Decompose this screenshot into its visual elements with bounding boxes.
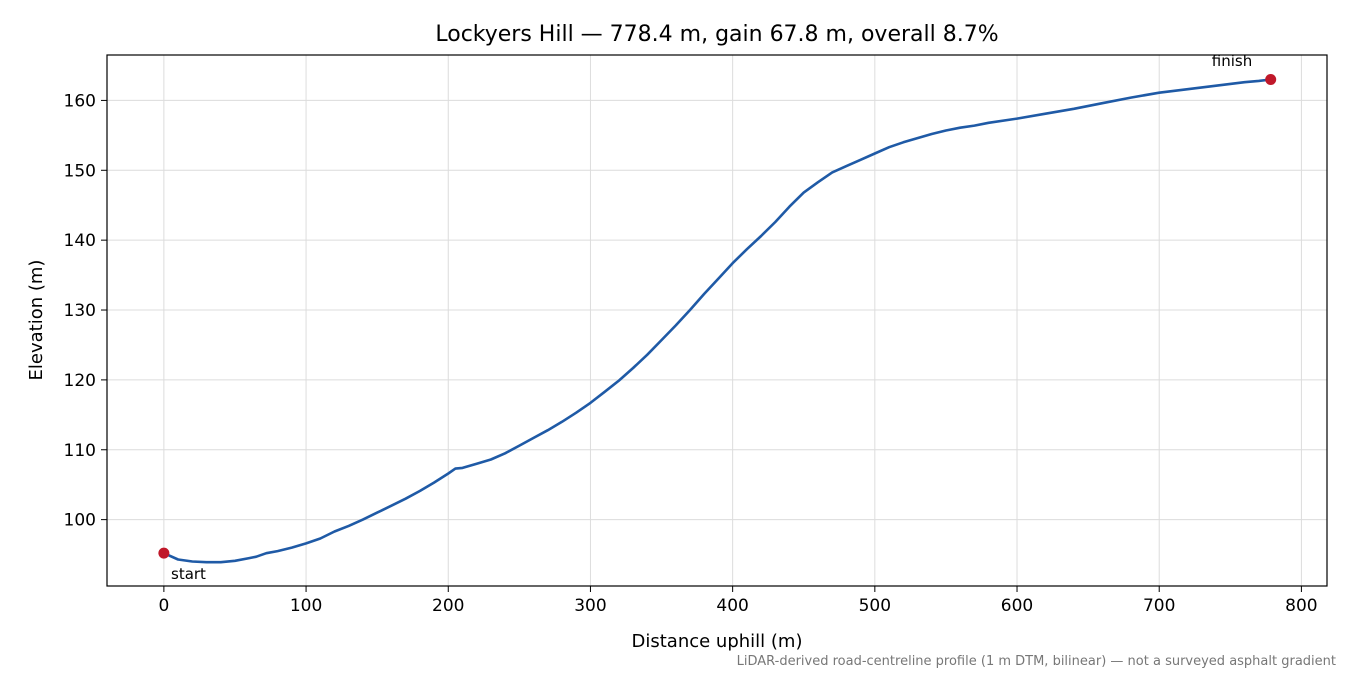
finish-marker [1265, 73, 1277, 85]
start-marker [158, 547, 170, 559]
finish-annotation: finish [1212, 52, 1252, 70]
x-tick-label: 200 [432, 596, 464, 616]
plot-frame [106, 54, 1328, 587]
y-tick-label: 120 [64, 371, 96, 391]
line-layer [162, 78, 1272, 564]
elevation-profile-line [162, 78, 1272, 564]
footnote: LiDAR-derived road-centreline profile (1… [737, 654, 1336, 669]
grid-layer [107, 55, 1327, 586]
x-tick-label: 400 [716, 596, 748, 616]
y-tick-label: 150 [64, 161, 96, 181]
start-annotation: start [171, 565, 206, 583]
x-tick-label: 800 [1285, 596, 1317, 616]
x-axis-label: Distance uphill (m) [632, 631, 803, 652]
x-tick-label: 700 [1143, 596, 1175, 616]
x-tick-label: 100 [290, 596, 322, 616]
x-tick-label: 300 [574, 596, 606, 616]
x-tick-label: 600 [1001, 596, 1033, 616]
chart-title: Lockyers Hill — 778.4 m, gain 67.8 m, ov… [435, 22, 998, 47]
x-tick-label: 500 [859, 596, 891, 616]
marker-layer [158, 73, 1277, 559]
y-tick-label: 110 [64, 441, 96, 461]
x-tick-label: 0 [158, 596, 169, 616]
y-axis-label: Elevation (m) [26, 260, 47, 381]
y-tick-label: 100 [64, 511, 96, 531]
y-tick-label: 140 [64, 231, 96, 251]
y-tick-label: 130 [64, 301, 96, 321]
tick-layer: 0 100 200 300 400 500 600 700 800 100 110 120 130 140… [64, 91, 1318, 616]
y-tick-label: 160 [64, 91, 96, 111]
